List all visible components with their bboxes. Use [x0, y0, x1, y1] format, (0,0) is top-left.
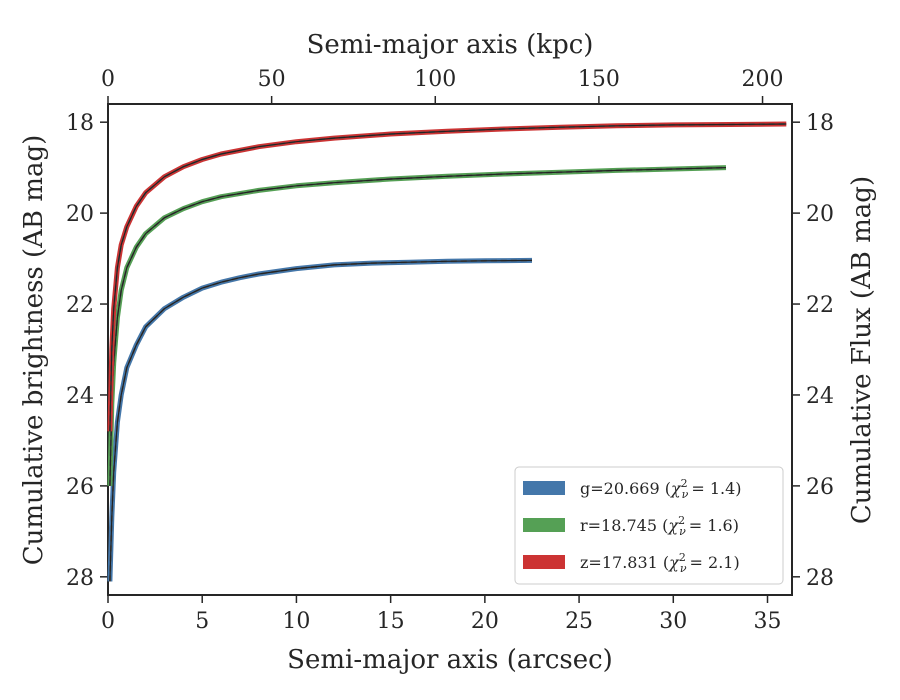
x-tick-label-bottom-0: 0 — [101, 609, 115, 634]
y-tick-label-left-2: 22 — [66, 293, 94, 318]
y-tick-label-left-3: 24 — [66, 384, 94, 409]
x-tick-label-bottom-5: 25 — [565, 609, 593, 634]
x-tick-label-bottom-1: 5 — [195, 609, 209, 634]
x-tick-label-top-1: 50 — [258, 67, 286, 92]
series-line-r — [109, 167, 727, 486]
x-tick-label-bottom-7: 35 — [754, 609, 782, 634]
y-tick-label-left-5: 28 — [66, 566, 94, 591]
y-tick-label-right-0: 18 — [806, 111, 834, 136]
x-tick-label-top-0: 0 — [101, 67, 115, 92]
x-tick-label-top-2: 100 — [414, 67, 456, 92]
legend-swatch-r — [523, 518, 565, 532]
legend-swatch-g — [523, 481, 565, 495]
y-tick-label-left-4: 26 — [66, 475, 94, 500]
legend-label-g: g=20.669 (χ2 ν = 1.4) — [580, 477, 742, 501]
x-axis-label-top: Semi-major axis (kpc) — [307, 30, 594, 60]
y-axis-label-right: Cumulative Flux (AB mag) — [847, 176, 877, 524]
x-tick-label-bottom-3: 15 — [377, 609, 405, 634]
x-tick-label-bottom-6: 30 — [659, 609, 687, 634]
x-axis-label-bottom: Semi-major axis (arcsec) — [287, 645, 613, 675]
y-tick-label-left-1: 20 — [66, 202, 94, 227]
y-axis-label-left: Cumulative brightness (AB mag) — [19, 135, 49, 566]
legend: g=20.669 (χ2 ν = 1.4) r=18.745 (χ2 ν = 1.6) … — [514, 466, 784, 585]
axis-ticks: 0 5 10 15 20 25 30 35 0 50 100 150 200 18 18 20 20 22 22 24… — [66, 67, 834, 634]
x-tick-label-bottom-2: 10 — [282, 609, 310, 634]
x-tick-label-bottom-4: 20 — [471, 609, 499, 634]
y-tick-label-right-1: 20 — [806, 202, 834, 227]
legend-swatch-z — [523, 555, 565, 569]
legend-label-z: z=17.831 (χ2 ν = 2.1) — [580, 551, 740, 575]
y-tick-label-right-2: 22 — [806, 293, 834, 318]
y-tick-label-right-4: 26 — [806, 475, 834, 500]
series-line-g — [109, 259, 533, 582]
y-tick-label-left-0: 18 — [66, 111, 94, 136]
y-tick-label-right-3: 24 — [806, 384, 834, 409]
data-lines — [107, 121, 787, 582]
x-tick-label-top-3: 150 — [578, 67, 620, 92]
x-tick-label-top-4: 200 — [742, 67, 784, 92]
y-tick-label-right-5: 28 — [806, 566, 834, 591]
legend-box — [514, 466, 784, 585]
legend-label-r: r=18.745 (χ2 ν = 1.6) — [580, 514, 739, 538]
series-line-z — [109, 123, 787, 432]
